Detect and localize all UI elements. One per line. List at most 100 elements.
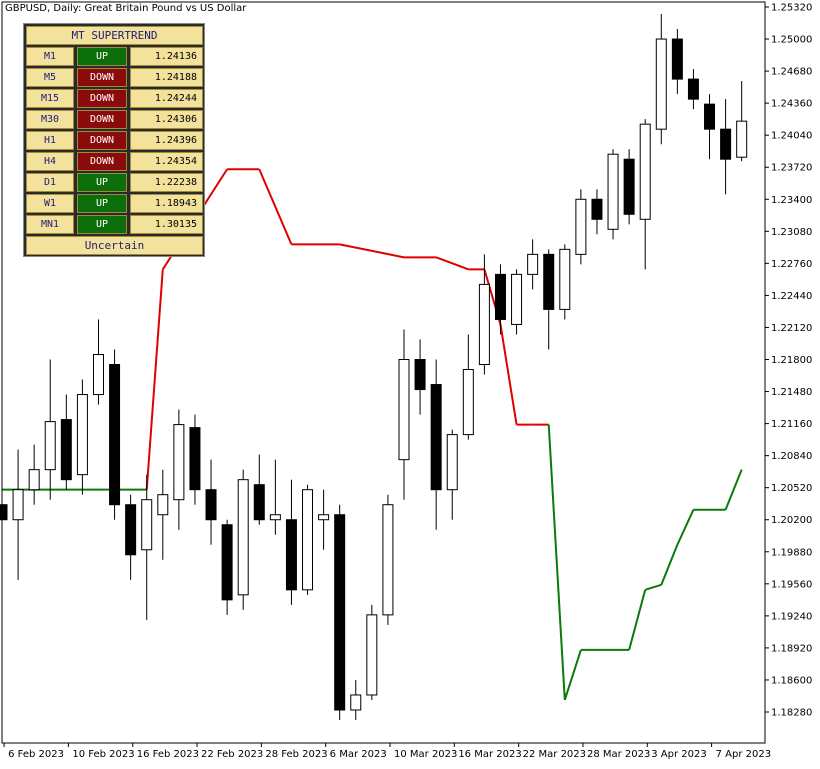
- supertrend-value: 1.24244: [130, 89, 203, 108]
- supertrend-segment: [435, 256, 469, 271]
- x-tick-label: 3 Apr 2023: [651, 749, 706, 760]
- signal-badge: UP: [77, 47, 127, 66]
- y-tick-label: 1.22760: [771, 259, 812, 270]
- y-tick-label: 1.20840: [771, 451, 812, 462]
- timeframe-label: MN1: [26, 215, 74, 234]
- supertrend-segment: [660, 544, 679, 586]
- bullish-candle: [736, 120, 748, 158]
- bullish-candle: [318, 514, 330, 521]
- chart-title: GBPUSD, Daily: Great Britain Pound vs US…: [5, 3, 247, 14]
- y-tick-label: 1.23720: [771, 163, 812, 174]
- bearish-candle: [189, 427, 201, 491]
- y-tick-label: 1.24680: [771, 67, 812, 78]
- bearish-candle: [125, 504, 137, 556]
- y-tick-label: 1.24040: [771, 131, 812, 142]
- x-tick-label: 28 Mar 2023: [587, 749, 650, 760]
- x-tick-label: 22 Mar 2023: [523, 749, 586, 760]
- bearish-candle: [205, 489, 217, 521]
- x-tick-label: 10 Feb 2023: [72, 749, 134, 760]
- bearish-candle: [253, 484, 265, 521]
- signal-badge: DOWN: [77, 131, 127, 150]
- bullish-candle: [382, 504, 394, 616]
- timeframe-label: M1: [26, 47, 74, 66]
- supertrend-segment: [258, 168, 293, 245]
- supertrend-segment: [644, 583, 662, 591]
- supertrend-value: 1.24354: [130, 152, 203, 171]
- bearish-candle: [0, 504, 8, 521]
- panel-title: MT SUPERTREND: [26, 26, 203, 45]
- timeframe-label: M15: [26, 89, 74, 108]
- timeframe-label: H1: [26, 131, 74, 150]
- y-tick-label: 1.18600: [771, 675, 812, 686]
- bearish-candle: [414, 359, 426, 391]
- y-tick-label: 1.19560: [771, 579, 812, 590]
- bullish-candle: [478, 283, 490, 366]
- signal-badge: DOWN: [77, 68, 127, 87]
- x-tick-label: 22 Feb 2023: [201, 749, 263, 760]
- bullish-candle: [527, 253, 539, 275]
- y-tick-label: 1.20200: [771, 515, 812, 526]
- y-tick-label: 1.19240: [771, 611, 812, 622]
- x-tick-label: 6 Mar 2023: [330, 749, 387, 760]
- supertrend-segment: [499, 324, 518, 425]
- bullish-candle: [350, 694, 362, 711]
- y-tick-label: 1.21160: [771, 419, 812, 430]
- timeframe-label: M5: [26, 68, 74, 87]
- x-tick-label: 7 Apr 2023: [716, 749, 771, 760]
- supertrend-segment: [724, 469, 743, 511]
- x-tick-label: 16 Mar 2023: [458, 749, 521, 760]
- supertrend-value: 1.18943: [130, 194, 203, 213]
- y-tick-label: 1.22120: [771, 323, 812, 334]
- y-tick-label: 1.18920: [771, 643, 812, 654]
- bullish-candle: [462, 369, 474, 436]
- x-tick-label: 16 Feb 2023: [137, 749, 199, 760]
- y-tick-label: 1.23080: [771, 227, 812, 238]
- timeframe-label: M30: [26, 110, 74, 129]
- bearish-candle: [109, 364, 121, 506]
- bearish-candle: [687, 78, 699, 100]
- bullish-candle: [92, 353, 104, 396]
- panel-footer-status: Uncertain: [26, 236, 203, 255]
- supertrend-segment: [676, 509, 695, 546]
- signal-badge: UP: [77, 194, 127, 213]
- bearish-candle: [543, 253, 555, 310]
- bullish-candle: [575, 198, 587, 255]
- y-tick-label: 1.25320: [771, 3, 812, 14]
- bullish-candle: [607, 153, 619, 230]
- y-tick-label: 1.18280: [771, 708, 812, 719]
- supertrend-value: 1.24188: [130, 68, 203, 87]
- supertrend-segment: [628, 589, 647, 651]
- bullish-candle: [44, 421, 56, 471]
- timeframe-label: D1: [26, 173, 74, 192]
- bullish-candle: [446, 434, 458, 491]
- bullish-candle: [237, 479, 249, 596]
- bearish-candle: [494, 273, 506, 320]
- bullish-candle: [302, 489, 314, 591]
- bullish-candle: [269, 514, 281, 521]
- signal-badge: DOWN: [77, 110, 127, 129]
- supertrend-segment: [145, 269, 164, 490]
- bullish-candle: [398, 359, 410, 461]
- supertrend-segment: [547, 424, 566, 701]
- supertrend-value: 1.24136: [130, 47, 203, 66]
- x-tick-label: 10 Mar 2023: [394, 749, 457, 760]
- y-tick-label: 1.25000: [771, 35, 812, 46]
- x-tick-label: 28 Feb 2023: [265, 749, 327, 760]
- supertrend-value: 1.22238: [130, 173, 203, 192]
- x-tick-label: 6 Feb 2023: [8, 749, 64, 760]
- bullish-candle: [366, 614, 378, 696]
- bearish-candle: [285, 519, 297, 591]
- timeframe-label: H4: [26, 152, 74, 171]
- timeframe-label: W1: [26, 194, 74, 213]
- bullish-candle: [76, 394, 88, 476]
- signal-badge: UP: [77, 173, 127, 192]
- supertrend-segment: [339, 243, 405, 259]
- bearish-candle: [334, 514, 346, 711]
- bearish-candle: [221, 524, 233, 601]
- bullish-candle: [28, 469, 40, 491]
- bullish-candle: [511, 273, 523, 325]
- y-tick-label: 1.21800: [771, 355, 812, 366]
- supertrend-value: 1.24396: [130, 131, 203, 150]
- supertrend-value: 1.30135: [130, 215, 203, 234]
